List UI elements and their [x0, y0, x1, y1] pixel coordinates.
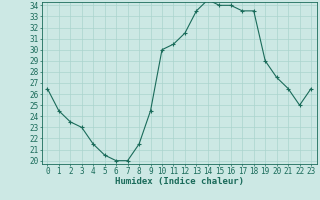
X-axis label: Humidex (Indice chaleur): Humidex (Indice chaleur) — [115, 177, 244, 186]
